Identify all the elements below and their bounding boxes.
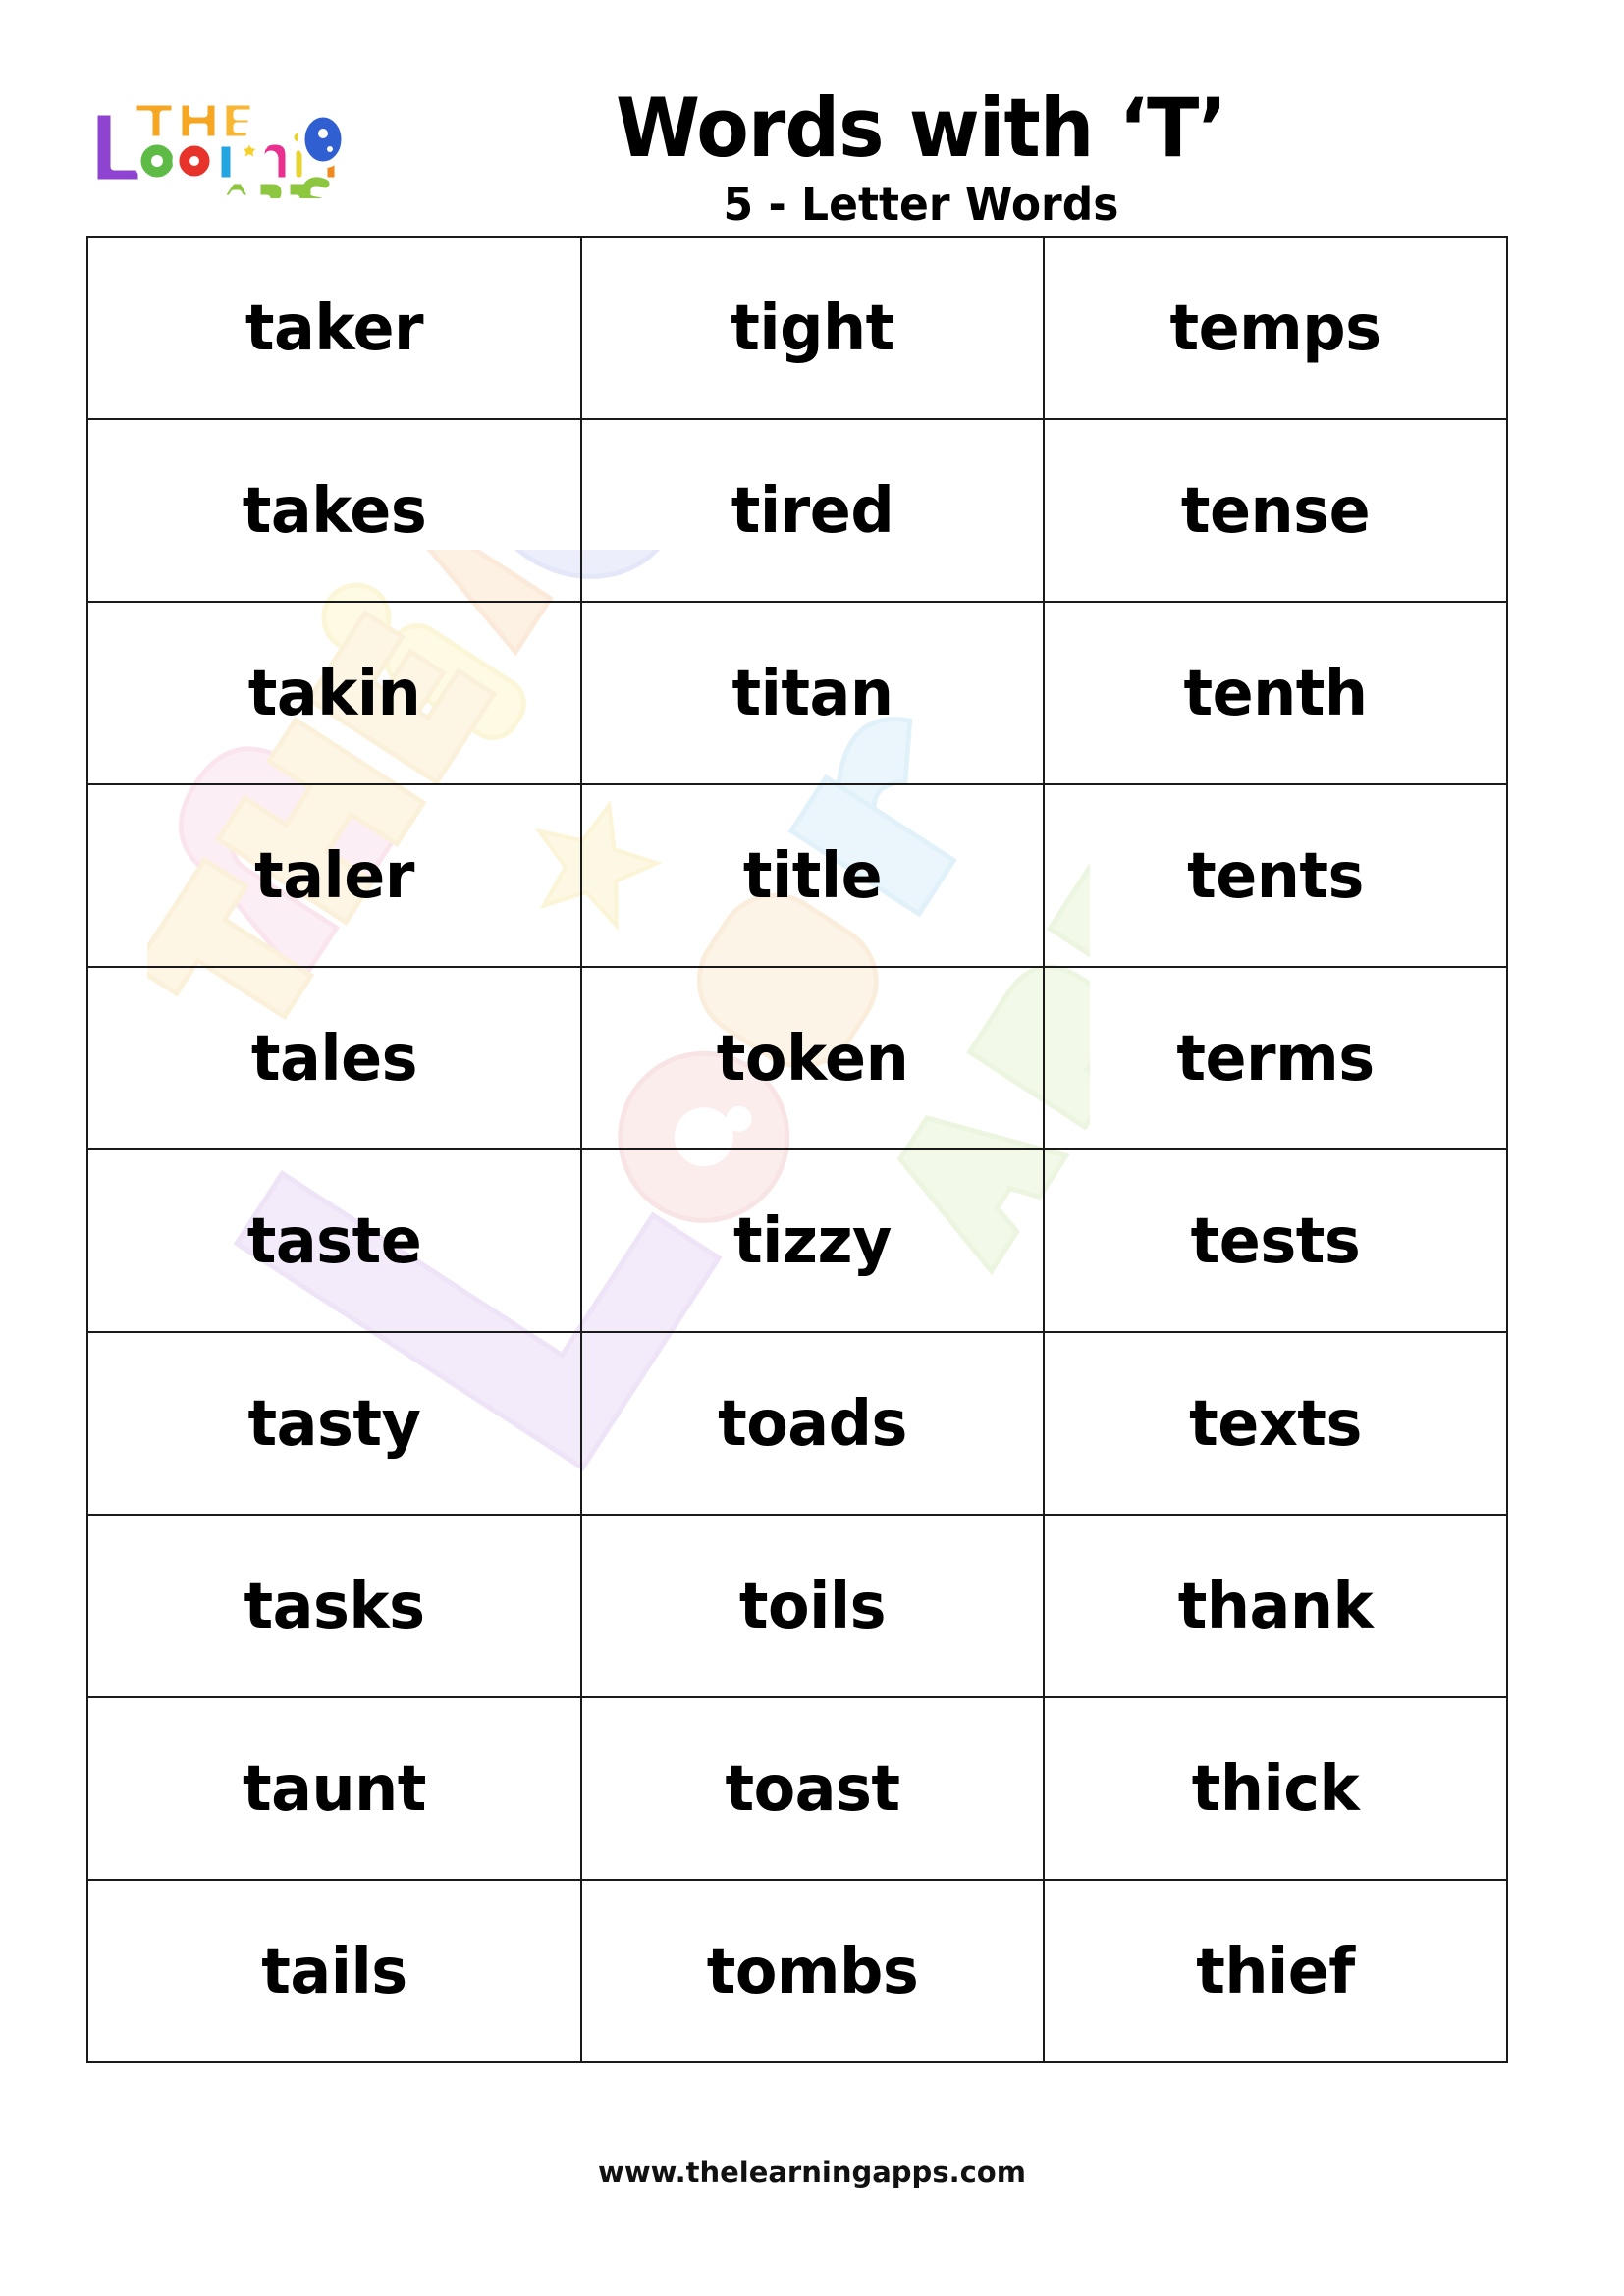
word-text: tombs (706, 1933, 919, 2008)
word-cell: tired (580, 418, 1045, 603)
word-cell: tombs (580, 1879, 1045, 2063)
word-text: tizzy (733, 1202, 892, 1278)
word-cell: thief (1043, 1879, 1508, 2063)
word-text: thick (1191, 1750, 1360, 1826)
word-text: thief (1196, 1933, 1355, 2008)
word-cell: tails (86, 1879, 582, 2063)
word-cell: tenth (1043, 601, 1508, 785)
word-cell: taste (86, 1148, 582, 1333)
page-subtitle: 5 - Letter Words (723, 179, 1119, 232)
word-cell: tales (86, 966, 582, 1150)
word-cell: token (580, 966, 1045, 1150)
table-row: taker tight temps (86, 236, 1508, 420)
table-row: taunt toast thick (86, 1696, 1508, 1881)
word-table-container: taker tight temps takes tired tense takin titan… (86, 236, 1508, 2063)
word-cell: taker (86, 236, 582, 420)
word-cell: toads (580, 1331, 1045, 1516)
table-row: tasks toils thank (86, 1514, 1508, 1698)
worksheet-header: Words with ‘T’ 5 - Letter Words (0, 0, 1624, 236)
word-cell: tight (580, 236, 1045, 420)
word-cell: thick (1043, 1696, 1508, 1881)
table-row: tales token terms (86, 966, 1508, 1150)
table-row: taste tizzy tests (86, 1148, 1508, 1333)
word-text: takes (242, 472, 427, 548)
title-block: Words with ‘T’ 5 - Letter Words (342, 81, 1500, 232)
worksheet-footer: www.thelearningapps.com (0, 2156, 1624, 2189)
word-text: title (742, 837, 883, 913)
word-cell: title (580, 783, 1045, 968)
word-text: tales (250, 1020, 418, 1095)
word-cell: texts (1043, 1331, 1508, 1516)
word-text: toast (725, 1750, 900, 1826)
word-text: tents (1187, 837, 1364, 913)
word-cell: toast (580, 1696, 1045, 1881)
word-text: titan (731, 655, 893, 730)
word-text: takin (247, 655, 421, 730)
word-text: taker (244, 290, 424, 365)
word-table-body: taker tight temps takes tired tense takin titan… (86, 236, 1508, 2063)
word-cell: terms (1043, 966, 1508, 1150)
word-text: tenth (1183, 655, 1368, 730)
word-cell: takin (86, 601, 582, 785)
word-text: tasks (244, 1568, 425, 1643)
word-text: tight (731, 290, 894, 365)
table-row: tasty toads texts (86, 1331, 1508, 1516)
word-text: toads (718, 1385, 907, 1461)
word-cell: tense (1043, 418, 1508, 603)
word-cell: tents (1043, 783, 1508, 968)
word-cell: tasty (86, 1331, 582, 1516)
word-text: taste (246, 1202, 422, 1278)
word-text: taler (254, 837, 414, 913)
table-row: taler title tents (86, 783, 1508, 968)
word-cell: takes (86, 418, 582, 603)
word-text: temps (1169, 290, 1381, 365)
table-row: takes tired tense (86, 418, 1508, 603)
word-cell: thank (1043, 1514, 1508, 1698)
word-text: tasty (247, 1385, 421, 1461)
website-url[interactable]: www.thelearningapps.com (598, 2156, 1026, 2189)
word-text: terms (1176, 1020, 1375, 1095)
word-cell: titan (580, 601, 1045, 785)
word-text: token (716, 1020, 909, 1095)
word-text: thank (1177, 1568, 1374, 1643)
word-text: tails (261, 1933, 407, 2008)
word-text: toils (738, 1568, 887, 1643)
page-title: Words with ‘T’ (616, 81, 1227, 177)
word-cell: temps (1043, 236, 1508, 420)
word-text: tired (731, 472, 894, 548)
word-cell: taler (86, 783, 582, 968)
word-text: texts (1189, 1385, 1362, 1461)
word-cell: tasks (86, 1514, 582, 1698)
table-row: tails tombs thief (86, 1879, 1508, 2063)
word-table: taker tight temps takes tired tense takin titan… (86, 236, 1508, 2063)
word-cell: tests (1043, 1148, 1508, 1333)
word-cell: tizzy (580, 1148, 1045, 1333)
table-row: takin titan tenth (86, 601, 1508, 785)
word-cell: taunt (86, 1696, 582, 1881)
word-text: tests (1190, 1202, 1361, 1278)
word-text: tense (1180, 472, 1371, 548)
the-learning-apps-logo (84, 82, 342, 198)
word-cell: toils (580, 1514, 1045, 1698)
word-text: taunt (243, 1750, 426, 1826)
